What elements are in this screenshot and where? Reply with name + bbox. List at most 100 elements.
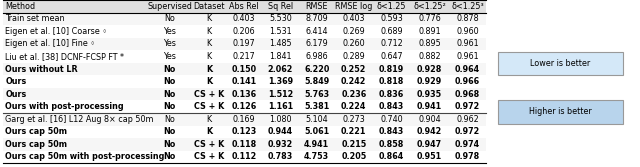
Text: CS + K: CS + K: [194, 140, 224, 149]
Text: K: K: [206, 39, 211, 48]
Text: Dataset: Dataset: [193, 2, 225, 11]
Text: 5.104: 5.104: [305, 115, 328, 124]
Text: 0.273: 0.273: [342, 115, 365, 124]
Text: Ours without LR: Ours without LR: [5, 65, 77, 73]
Text: 0.968: 0.968: [455, 90, 480, 99]
Text: No: No: [164, 102, 176, 111]
Text: 2.062: 2.062: [268, 65, 293, 73]
Text: 0.972: 0.972: [455, 127, 480, 136]
Text: 0.966: 0.966: [455, 77, 480, 86]
Text: 0.593: 0.593: [380, 14, 403, 23]
FancyBboxPatch shape: [498, 100, 623, 124]
Text: 0.864: 0.864: [379, 152, 404, 161]
Text: 0.112: 0.112: [232, 152, 257, 161]
Text: 0.818: 0.818: [379, 77, 404, 86]
Bar: [3, 13, 486, 25]
Text: 0.819: 0.819: [379, 65, 404, 73]
Text: No: No: [164, 90, 176, 99]
Text: CS + K: CS + K: [194, 90, 224, 99]
Text: δ<1.25: δ<1.25: [377, 2, 406, 11]
Text: Eigen et al. [10] Coarse ◦: Eigen et al. [10] Coarse ◦: [5, 27, 107, 36]
Text: 0.126: 0.126: [232, 102, 257, 111]
Text: 5.381: 5.381: [304, 102, 330, 111]
Text: 0.689: 0.689: [380, 27, 403, 36]
Bar: [3, 88, 486, 101]
Text: 6.414: 6.414: [305, 27, 328, 36]
Text: 0.647: 0.647: [380, 52, 403, 61]
Text: 0.136: 0.136: [232, 90, 257, 99]
Text: K: K: [206, 27, 211, 36]
Text: 0.712: 0.712: [380, 39, 403, 48]
Text: 0.242: 0.242: [341, 77, 367, 86]
Text: No: No: [164, 77, 176, 86]
Text: No: No: [164, 14, 175, 23]
Text: 1.841: 1.841: [269, 52, 292, 61]
Text: Liu et al. [38] DCNF-FCSP FT *: Liu et al. [38] DCNF-FCSP FT *: [5, 52, 124, 61]
Text: 0.932: 0.932: [268, 140, 293, 149]
Text: Supervised: Supervised: [147, 2, 192, 11]
Text: 0.961: 0.961: [456, 39, 479, 48]
Text: No: No: [164, 65, 176, 73]
Text: 6.220: 6.220: [304, 65, 330, 73]
Text: 0.783: 0.783: [268, 152, 293, 161]
Bar: [3, 138, 486, 151]
Text: 5.061: 5.061: [304, 127, 329, 136]
Text: 0.904: 0.904: [419, 115, 441, 124]
Text: 8.709: 8.709: [305, 14, 328, 23]
Text: Garg et al. [16] L12 Aug 8× cap 50m: Garg et al. [16] L12 Aug 8× cap 50m: [5, 115, 154, 124]
Text: 0.961: 0.961: [456, 52, 479, 61]
Text: Sq Rel: Sq Rel: [268, 2, 293, 11]
Text: 0.289: 0.289: [342, 52, 365, 61]
Text: 1.080: 1.080: [269, 115, 292, 124]
Text: Method: Method: [5, 2, 35, 11]
Text: 0.895: 0.895: [418, 39, 441, 48]
Text: K: K: [206, 52, 211, 61]
Text: Abs Rel: Abs Rel: [229, 2, 259, 11]
Text: 0.929: 0.929: [417, 77, 442, 86]
Text: No: No: [164, 152, 176, 161]
Bar: [3, 75, 486, 88]
Text: 0.403: 0.403: [342, 14, 365, 23]
Text: 0.206: 0.206: [233, 27, 255, 36]
Text: 4.941: 4.941: [304, 140, 329, 149]
Text: 0.878: 0.878: [456, 14, 479, 23]
Bar: [3, 126, 486, 138]
Text: 6.986: 6.986: [305, 52, 328, 61]
Text: Yes: Yes: [163, 27, 176, 36]
Text: 0.942: 0.942: [417, 127, 442, 136]
Text: 0.269: 0.269: [342, 27, 365, 36]
Text: 1.531: 1.531: [269, 27, 292, 36]
Text: 0.951: 0.951: [417, 152, 442, 161]
Text: RMSE: RMSE: [305, 2, 328, 11]
Text: 0.978: 0.978: [455, 152, 480, 161]
Bar: [3, 0, 486, 13]
Text: 1.485: 1.485: [269, 39, 292, 48]
Text: 0.197: 0.197: [233, 39, 255, 48]
FancyBboxPatch shape: [498, 52, 623, 75]
Text: 0.836: 0.836: [379, 90, 404, 99]
Text: 0.118: 0.118: [232, 140, 257, 149]
Text: No: No: [164, 140, 176, 149]
Text: Ours: Ours: [5, 90, 26, 99]
Text: 0.964: 0.964: [455, 65, 480, 73]
Text: Ours cap 50m with post-processing: Ours cap 50m with post-processing: [5, 152, 164, 161]
Bar: [3, 38, 486, 50]
Bar: [3, 50, 486, 63]
Text: 5.849: 5.849: [304, 77, 330, 86]
Text: K: K: [206, 14, 211, 23]
Text: CS + K: CS + K: [194, 152, 224, 161]
Text: 0.403: 0.403: [233, 14, 255, 23]
Text: 0.217: 0.217: [233, 52, 255, 61]
Text: Ours cap 50m: Ours cap 50m: [5, 140, 67, 149]
Text: Ours: Ours: [5, 77, 26, 86]
Text: No: No: [164, 115, 175, 124]
Text: 0.891: 0.891: [419, 27, 441, 36]
Text: K: K: [206, 65, 212, 73]
Bar: [3, 151, 486, 163]
Text: CS + K: CS + K: [194, 102, 224, 111]
Text: Lower is better: Lower is better: [530, 59, 591, 68]
Text: 0.141: 0.141: [232, 77, 257, 86]
Text: δ<1.25³: δ<1.25³: [451, 2, 484, 11]
Text: 0.972: 0.972: [455, 102, 480, 111]
Text: 0.252: 0.252: [341, 65, 367, 73]
